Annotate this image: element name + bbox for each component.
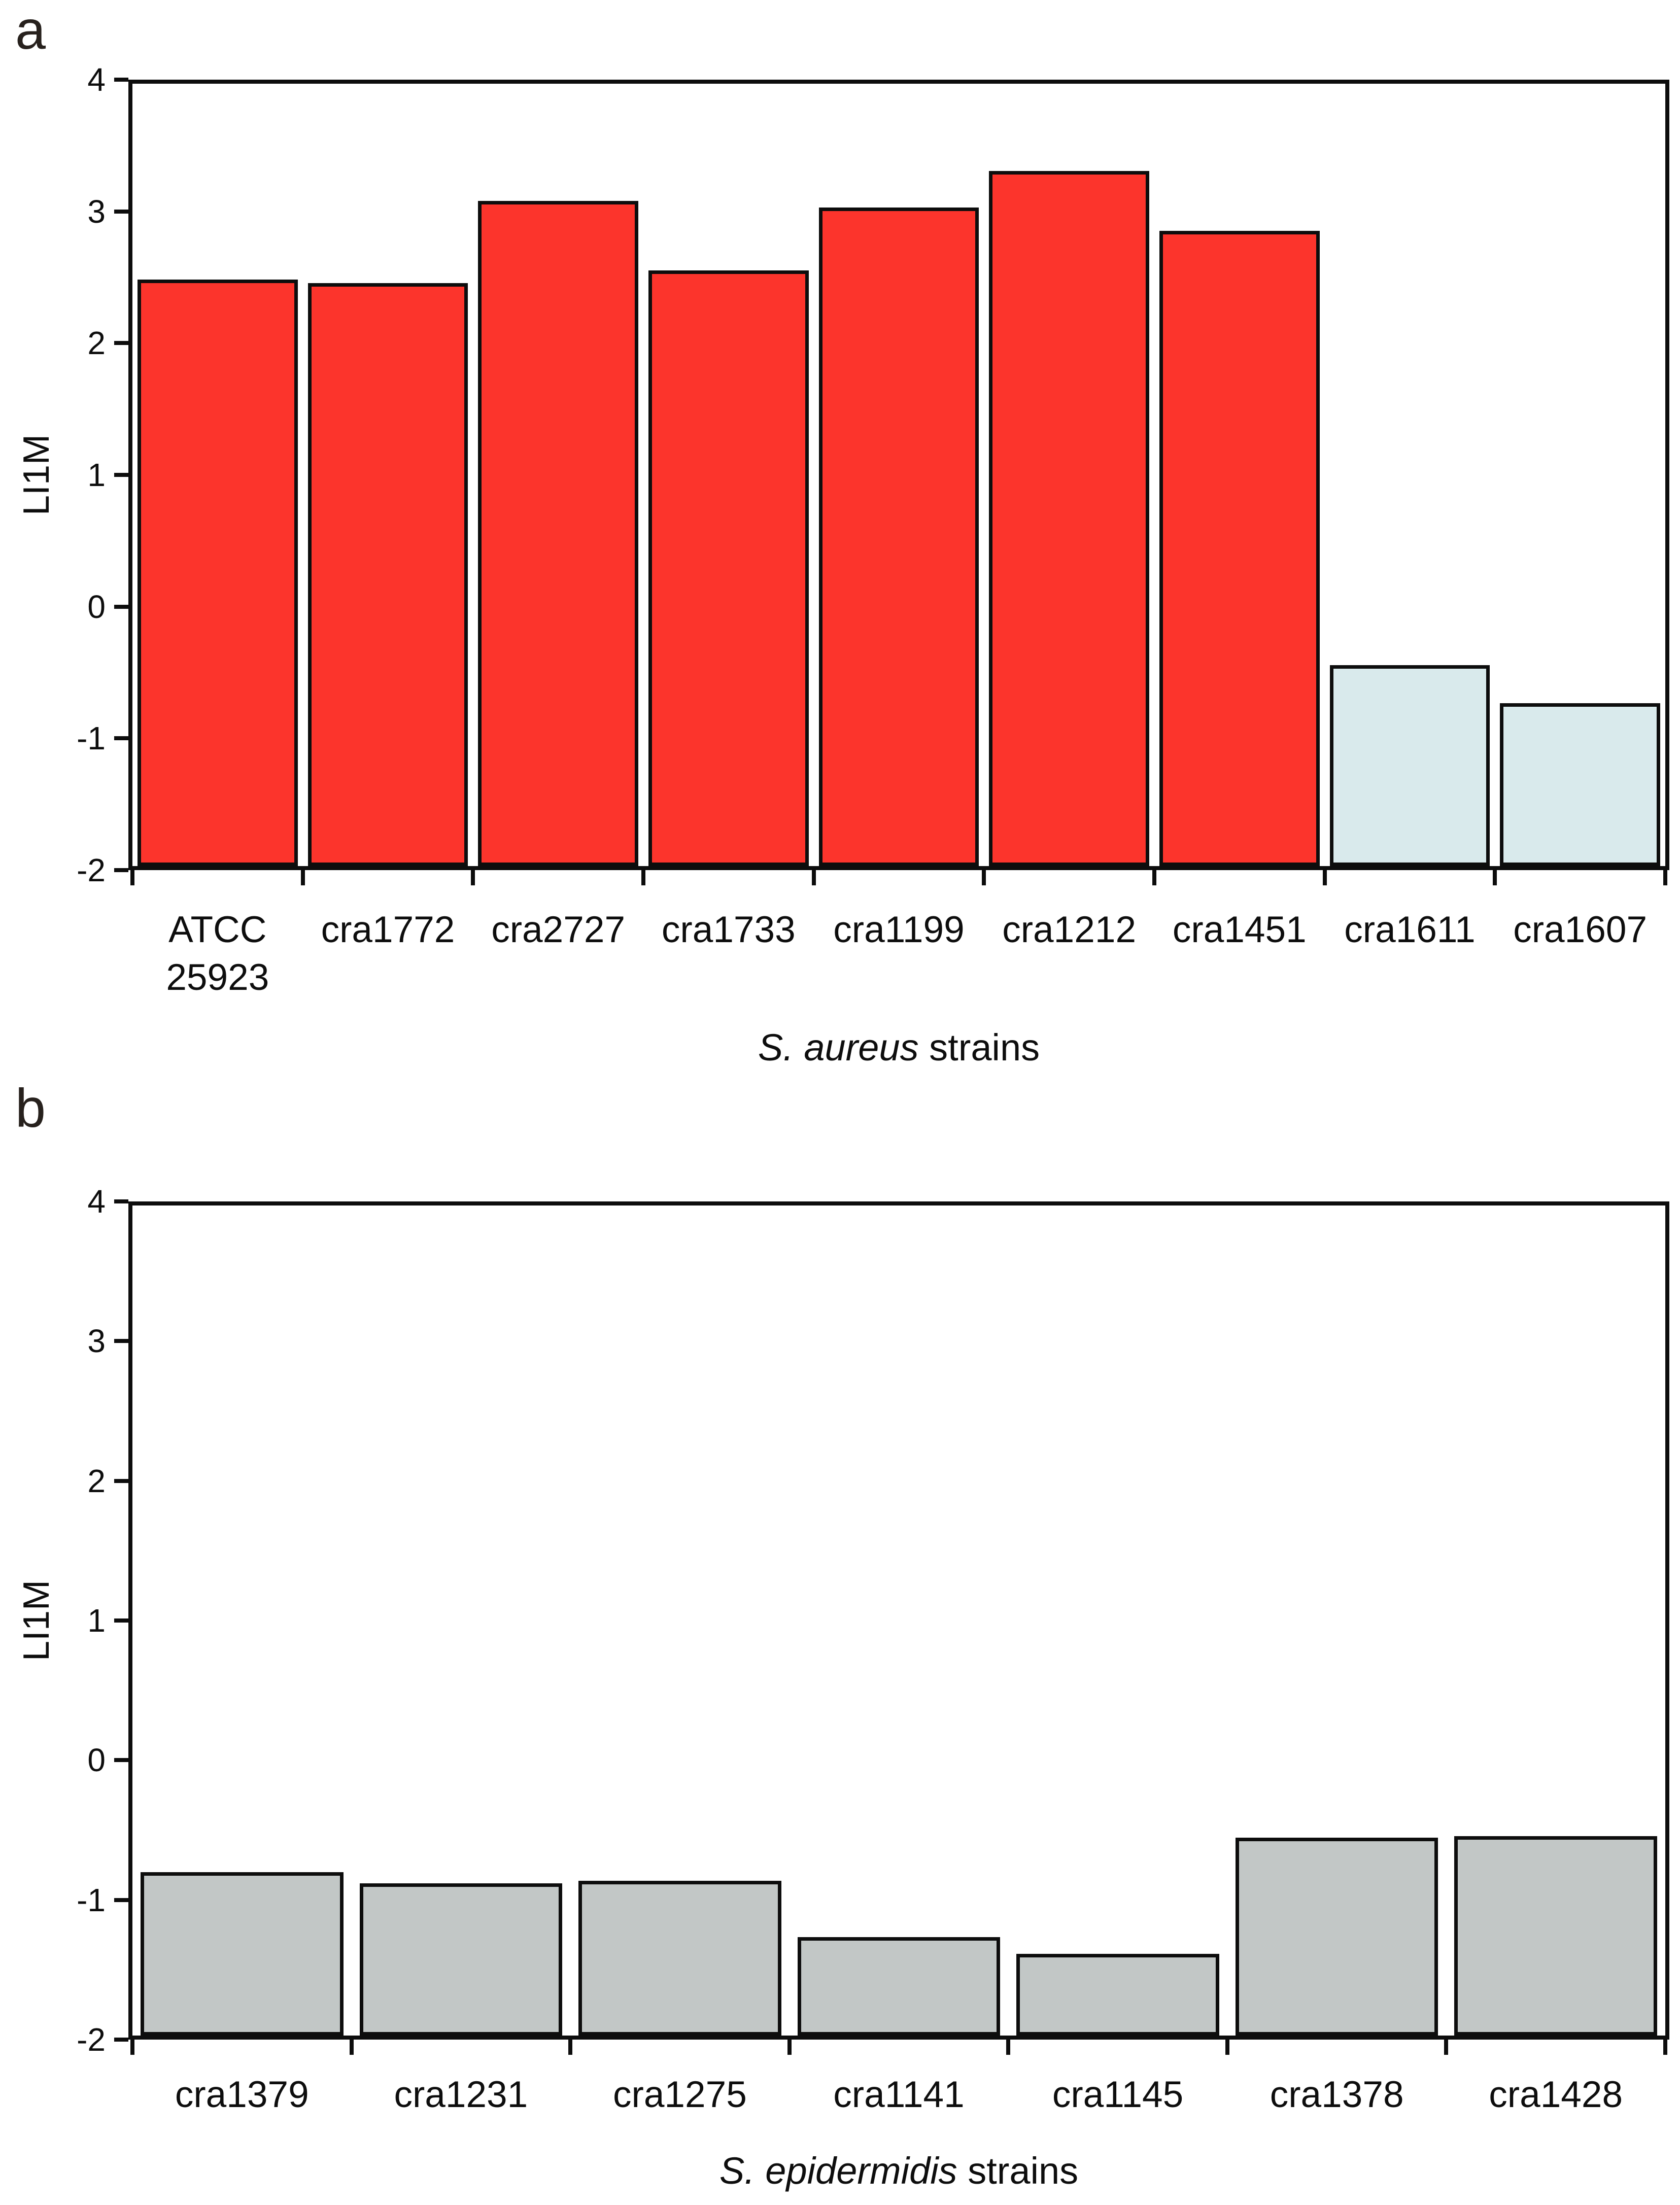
- category-label-cra1379: cra1379: [175, 2074, 309, 2115]
- y-tick-mark: [114, 1478, 128, 1483]
- category-label-cra1141: cra1141: [833, 2074, 965, 2115]
- plot-area: [128, 80, 1669, 870]
- category-label-cra1378: cra1378: [1270, 2074, 1404, 2115]
- category-label-cra1428: cra1428: [1489, 2074, 1623, 2115]
- y-tick-mark: [114, 736, 128, 741]
- category-label-cra1611: cra1611: [1344, 909, 1476, 950]
- bar-cra1141: [797, 1937, 1001, 2036]
- category-label-cra1607: cra1607: [1513, 909, 1648, 950]
- bar-cra1145: [1016, 1954, 1219, 2036]
- y-tick-label: -1: [77, 1881, 106, 1918]
- y-tick-label: 2: [87, 1462, 106, 1499]
- x-tick-mark: [1663, 870, 1667, 885]
- category-label-cra2727: cra2727: [491, 909, 626, 950]
- category-label-cra1199: cra1199: [833, 909, 965, 950]
- bar-cra1199: [818, 208, 979, 866]
- y-tick-label: -2: [77, 2021, 106, 2058]
- y-tick-mark: [114, 209, 128, 214]
- panel-letter-a: a: [15, 0, 46, 60]
- x-tick-mark: [787, 2040, 792, 2055]
- category-label-atcc-25923: ATCC 25923: [166, 909, 269, 998]
- y-tick-label: 1: [87, 1602, 106, 1639]
- category-label-cra1145: cra1145: [1052, 2074, 1184, 2115]
- x-axis-title-suffix: strains: [957, 2150, 1079, 2192]
- bar-cra1607: [1500, 703, 1660, 866]
- bar-cra1733: [648, 270, 809, 866]
- x-tick-mark: [1152, 870, 1156, 885]
- y-tick-mark: [114, 1758, 128, 1763]
- x-tick-mark: [1663, 2040, 1667, 2055]
- bar-cra1275: [578, 1880, 781, 2036]
- x-tick-mark: [1006, 2040, 1011, 2055]
- category-label-cra1231: cra1231: [394, 2074, 528, 2115]
- bar-cra1379: [141, 1872, 344, 2036]
- y-tick-label: -1: [77, 720, 106, 757]
- y-tick-label: 4: [87, 61, 106, 98]
- y-tick-label: -2: [77, 852, 106, 888]
- x-tick-mark: [471, 870, 475, 885]
- y-tick-mark: [114, 2038, 128, 2042]
- y-tick-label: 0: [87, 1742, 106, 1779]
- y-tick-label: 0: [87, 588, 106, 625]
- y-tick-mark: [114, 1618, 128, 1623]
- y-tick-label: 2: [87, 325, 106, 362]
- bar-cra1451: [1159, 231, 1320, 866]
- x-tick-mark: [568, 2040, 573, 2055]
- category-label-cra1212: cra1212: [1002, 909, 1137, 950]
- y-tick-mark: [114, 473, 128, 477]
- y-tick-label: 4: [87, 1183, 106, 1220]
- y-tick-mark: [114, 341, 128, 346]
- x-axis-title-suffix: strains: [918, 1026, 1040, 1069]
- x-tick-mark: [300, 870, 305, 885]
- x-tick-mark: [1444, 2040, 1449, 2055]
- x-tick-mark: [982, 870, 986, 885]
- category-label-cra1451: cra1451: [1172, 909, 1307, 950]
- y-tick-mark: [114, 1898, 128, 1902]
- x-tick-mark: [349, 2040, 354, 2055]
- panel-letter-b: b: [15, 1077, 46, 1139]
- y-tick-mark: [114, 1199, 128, 1203]
- x-tick-mark: [130, 2040, 134, 2055]
- y-tick-mark: [114, 868, 128, 872]
- category-label-cra1772: cra1772: [321, 909, 455, 950]
- x-axis-title: S. epidermidis strains: [493, 2150, 1305, 2191]
- x-tick-mark: [811, 870, 816, 885]
- y-tick-mark: [114, 78, 128, 82]
- plot-area: [128, 1201, 1669, 2040]
- x-tick-mark: [1225, 2040, 1229, 2055]
- x-tick-mark: [130, 870, 134, 885]
- x-tick-mark: [641, 870, 645, 885]
- bar-cra2727: [478, 201, 638, 866]
- bar-atcc-25923: [138, 279, 298, 866]
- x-axis-title-species: S. aureus: [758, 1026, 919, 1069]
- bar-cra1428: [1454, 1836, 1657, 2036]
- y-tick-label: 3: [87, 193, 106, 230]
- x-tick-mark: [1493, 870, 1497, 885]
- y-tick-mark: [114, 1339, 128, 1343]
- bar-cra1378: [1235, 1838, 1438, 2036]
- x-tick-mark: [1322, 870, 1327, 885]
- category-label-cra1275: cra1275: [613, 2074, 747, 2115]
- bar-cra1772: [307, 283, 468, 866]
- y-tick-label: 1: [87, 457, 106, 493]
- bar-cra1231: [359, 1883, 563, 2036]
- x-axis-title: S. aureus strains: [493, 1027, 1305, 1068]
- category-label-cra1733: cra1733: [661, 909, 796, 950]
- bar-cra1611: [1329, 665, 1490, 866]
- bar-cra1212: [989, 171, 1149, 866]
- y-tick-mark: [114, 604, 128, 609]
- x-axis-title-species: S. epidermidis: [719, 2150, 957, 2192]
- y-tick-label: 3: [87, 1323, 106, 1360]
